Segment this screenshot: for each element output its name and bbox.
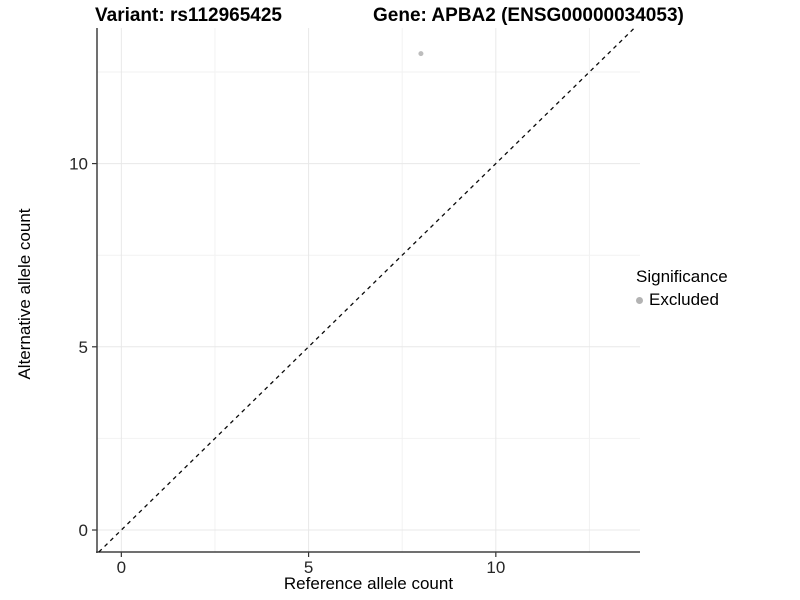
x-tick-label: 10 — [486, 558, 505, 577]
plot-title-variant: Variant: rs112965425 — [95, 5, 282, 26]
identity-dashed-line — [98, 27, 635, 553]
y-tick-label: 0 — [79, 521, 88, 540]
y-axis-label: Alternative allele count — [15, 208, 34, 380]
plot-title-gene: Gene: APBA2 (ENSG00000034053) — [373, 5, 684, 26]
x-tick-label: 5 — [304, 558, 313, 577]
legend-title: Significance — [636, 267, 728, 286]
y-tick-label: 5 — [79, 338, 88, 357]
x-axis-label: Reference allele count — [283, 574, 454, 593]
data-point — [418, 51, 424, 57]
y-tick-label: 10 — [69, 155, 88, 174]
legend: Significance Excluded — [636, 267, 728, 310]
legend-point-icon — [636, 296, 643, 304]
legend-item-excluded: Excluded — [636, 290, 728, 310]
legend-item-label: Excluded — [649, 290, 719, 309]
x-tick-label: 0 — [117, 558, 126, 577]
